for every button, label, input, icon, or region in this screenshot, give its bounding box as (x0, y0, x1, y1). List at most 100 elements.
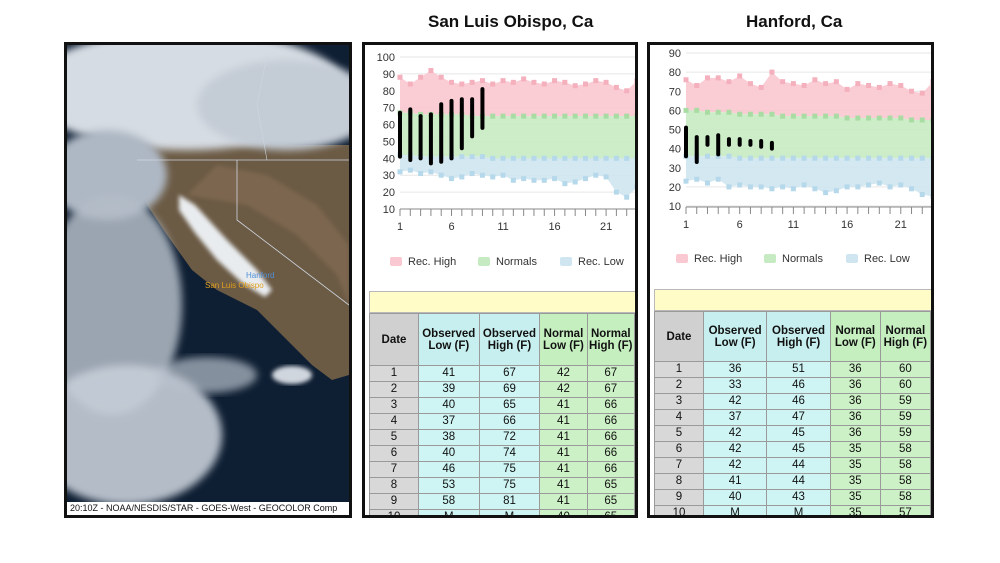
rec-high-point (418, 74, 424, 80)
normal-high-point (930, 117, 931, 123)
rec-low-point (500, 172, 506, 178)
rec-high-point (909, 88, 915, 94)
normal-high-cell: 57 (879, 505, 931, 515)
rec-low-point (449, 176, 455, 182)
normal-low-point (866, 155, 872, 161)
normal-low-point (876, 155, 882, 161)
observed-low-cell: 42 (702, 457, 768, 474)
normal-high-point (758, 111, 764, 117)
rec-low-point (855, 184, 861, 190)
normal-high-cell: 65 (586, 493, 635, 510)
normal-low-cell: 35 (829, 457, 881, 474)
col-normal-low: Normal Low (F) (829, 311, 881, 362)
y-tick-label: 20 (383, 187, 395, 199)
chart-title-hanford: Hanford, Ca (746, 12, 843, 31)
table-row: 4 37 66 41 66 (369, 413, 635, 430)
normal-low-point (737, 155, 743, 161)
table-row: 5 38 72 41 66 (369, 429, 635, 446)
normal-low-point (603, 155, 609, 161)
rec-high-point (844, 86, 850, 92)
normal-high-point (715, 109, 721, 115)
rec-low-point (469, 171, 475, 177)
rec-high-point (855, 81, 861, 87)
normal-low-point (469, 154, 475, 160)
normals-band (686, 110, 931, 159)
rec-high-point (790, 81, 796, 87)
observed-low-cell: M (418, 509, 480, 515)
y-tick-label: 30 (669, 163, 681, 175)
rec-high-point (459, 81, 465, 87)
observed-high-cell: 45 (766, 441, 831, 458)
table-row: 10 M M 35 57 (654, 505, 931, 515)
observed-high-cell: 75 (478, 477, 541, 494)
rec-high-point (521, 76, 527, 82)
normal-low-cell: 36 (829, 377, 881, 394)
observed-low-cell: 42 (702, 393, 768, 410)
date-cell: 7 (369, 461, 419, 478)
chart-panel-slo: 10 20 30 40 50 60 70 80 90 100 1 6 11 16 21 Rec. High No… (362, 42, 638, 518)
date-cell: 8 (654, 473, 704, 490)
rec-high-point (397, 74, 403, 80)
col-date: Date (369, 313, 419, 366)
date-cell: 7 (654, 457, 704, 474)
normal-low-cell: 41 (539, 397, 588, 414)
table-row: 3 42 46 36 59 (654, 393, 931, 410)
normal-low-point (898, 155, 904, 161)
y-tick-label: 10 (383, 204, 395, 216)
table-row: 8 53 75 41 65 (369, 477, 635, 494)
normal-high-point (780, 113, 786, 119)
normal-high-cell: 67 (586, 381, 635, 398)
rec-high-point (683, 77, 689, 83)
observed-high-cell: 67 (478, 365, 541, 382)
rec-low-point (683, 178, 689, 184)
normal-high-cell: 66 (586, 429, 635, 446)
rec-high-point (930, 79, 931, 85)
normal-low-point (844, 155, 850, 161)
rec-low-point (582, 176, 588, 182)
normal-low-point (790, 155, 796, 161)
legend-swatch (390, 257, 402, 266)
normal-low-cell: 35 (829, 489, 881, 506)
rec-high-point (876, 84, 882, 90)
normal-low-cell: 41 (539, 413, 588, 430)
rec-low-point (801, 182, 807, 188)
date-cell: 10 (369, 509, 419, 515)
table-row: 6 40 74 41 66 (369, 445, 635, 462)
rec-low-point (909, 186, 915, 192)
observed-low-cell: 40 (702, 489, 768, 506)
normal-low-point (769, 155, 775, 161)
table-row: 2 39 69 42 67 (369, 381, 635, 398)
normal-low-cell: 42 (539, 365, 588, 382)
legend-swatch (846, 254, 858, 263)
y-tick-label: 60 (383, 120, 395, 132)
rec-high-point (552, 78, 558, 84)
rec-high-point (747, 81, 753, 87)
normal-high-cell: 60 (879, 361, 931, 378)
rec-low-point (624, 194, 630, 200)
normal-low-point (833, 155, 839, 161)
rec-high-band (686, 72, 931, 120)
normal-low-point (823, 155, 829, 161)
col-observed-low: Observed Low (F) (702, 311, 768, 362)
col-observed-high: Observed High (F) (478, 313, 541, 366)
rec-high-band (400, 70, 635, 117)
x-tick-label: 6 (448, 221, 454, 233)
rec-high-point (603, 79, 609, 85)
normal-low-point (479, 154, 485, 160)
normal-low-cell: 35 (829, 441, 881, 458)
observed-low-cell: 42 (702, 425, 768, 442)
observed-low-cell: 36 (702, 361, 768, 378)
normal-low-point (887, 155, 893, 161)
observed-low-cell: 33 (702, 377, 768, 394)
normal-low-point (552, 155, 558, 161)
rec-high-point (541, 81, 547, 87)
rec-low-point (562, 181, 568, 187)
normal-high-point (898, 115, 904, 121)
rec-high-point (769, 69, 775, 75)
observed-low-cell: 42 (702, 441, 768, 458)
normal-high-point (737, 111, 743, 117)
normal-high-cell: 59 (879, 393, 931, 410)
normal-high-point (887, 115, 893, 121)
rec-high-point (715, 75, 721, 81)
normal-high-cell: 66 (586, 413, 635, 430)
